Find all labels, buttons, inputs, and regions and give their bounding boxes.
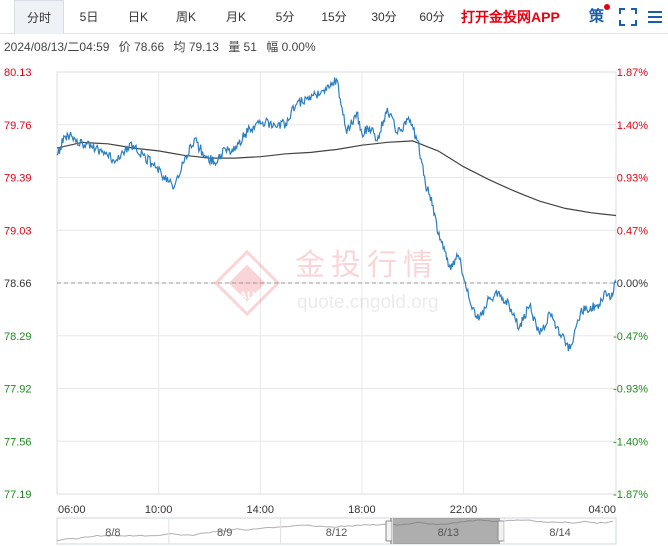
- navigator-sparkline: [56, 519, 614, 542]
- fullscreen-icon[interactable]: [618, 7, 638, 27]
- navigator-date-label: 8/12: [326, 527, 347, 539]
- price-line: [56, 77, 617, 352]
- navigator-date-label: 8/14: [549, 527, 570, 539]
- watermark: AU 金投行情 quote.cngold.org: [213, 248, 439, 317]
- navigator-window[interactable]: [390, 518, 500, 544]
- y-axis-left: 80.13 79.76 79.39 79.03 78.66 78.29 77.92 77.56…: [4, 67, 32, 501]
- watermark-brand: 金投行情: [295, 248, 439, 283]
- notification-dot: [604, 4, 610, 10]
- navigator-date-label: 8/8: [105, 527, 120, 539]
- tab-daily-k[interactable]: 日K: [127, 10, 148, 24]
- watermark-logo-frame: [213, 249, 281, 317]
- tab-5min[interactable]: 5分: [275, 10, 295, 24]
- navigator-date-label: 8/9: [217, 527, 232, 539]
- y-tick-label-left: 80.13: [4, 67, 32, 79]
- info-price: 价 78.66: [118, 40, 165, 54]
- y-tick-label-left: 78.66: [4, 278, 32, 290]
- tab-5day[interactable]: 5日: [79, 10, 99, 24]
- tab-30min[interactable]: 30分: [371, 10, 397, 24]
- y-tick-label-right: -1.40%: [613, 436, 648, 448]
- tab-weekly-k[interactable]: 周K: [175, 10, 196, 24]
- info-datetime: 2024/08/13/二04:59: [4, 40, 110, 54]
- x-tick-label: 06:00: [58, 504, 86, 516]
- chart-grid: [56, 71, 617, 495]
- average-price-line: [56, 140, 617, 217]
- navigator-frame: [56, 517, 617, 545]
- x-tick-label: 04:00: [588, 504, 616, 516]
- x-tick-label: 22:00: [450, 504, 478, 516]
- tab-intraday[interactable]: 分时: [14, 0, 64, 34]
- navigator-date-label: 8/13: [438, 527, 459, 539]
- info-volume: 量 51: [228, 40, 257, 54]
- tab-60min[interactable]: 60分: [419, 10, 445, 24]
- x-tick-label: 14:00: [247, 504, 275, 516]
- open-app-link[interactable]: 打开金投网APP: [461, 9, 560, 25]
- navigator-right-handle[interactable]: [497, 520, 505, 542]
- watermark-site: quote.cngold.org: [297, 292, 439, 313]
- y-axis-right: 1.87% 1.40% 0.93% 0.47% 0.00% -0.47% -0.93% -1.…: [613, 67, 648, 501]
- y-tick-label-left: 79.39: [4, 173, 32, 185]
- y-tick-label-right: 0.00%: [617, 278, 648, 290]
- menu-icon[interactable]: [647, 9, 663, 25]
- x-tick-label: 18:00: [348, 504, 376, 516]
- period-tab-bar: 分时 5日 日K 周K 月K 5分 15分 30分 60分 打开金投网APP 策: [0, 0, 668, 34]
- navigator-left-handle[interactable]: [385, 520, 393, 542]
- info-average: 均 79.13: [173, 40, 219, 54]
- y-tick-label-right: -0.47%: [613, 331, 648, 343]
- y-tick-label-right: 0.47%: [617, 225, 648, 237]
- y-tick-label-right: 1.87%: [617, 67, 648, 79]
- y-tick-label-right: 0.93%: [617, 173, 648, 185]
- y-tick-label-right: -1.87%: [613, 489, 648, 501]
- y-tick-label-left: 78.29: [4, 331, 32, 343]
- y-tick-label-left: 79.76: [4, 120, 32, 132]
- info-change: 幅 0.00%: [266, 40, 316, 54]
- y-tick-label-right: 1.40%: [617, 120, 648, 132]
- x-tick-label: 10:00: [145, 504, 173, 516]
- y-tick-label-left: 77.19: [4, 489, 32, 501]
- y-tick-label-left: 77.56: [4, 436, 32, 448]
- time-navigator: 8/8 8/9 8/12 8/13 8/14: [56, 517, 617, 545]
- watermark-badge: AU: [239, 290, 255, 302]
- x-axis: 06:00 10:00 14:00 18:00 22:00 04:00: [58, 504, 616, 516]
- tab-15min[interactable]: 15分: [321, 10, 347, 24]
- tab-monthly-k[interactable]: 月K: [225, 10, 246, 24]
- quote-info-bar: 2024/08/13/二04:59 价 78.66 均 79.13 量 51 幅…: [4, 38, 322, 54]
- y-tick-label-left: 77.92: [4, 384, 32, 396]
- y-tick-label-left: 79.03: [4, 225, 32, 237]
- y-tick-label-right: -0.93%: [613, 384, 648, 396]
- strategy-button[interactable]: 策: [589, 8, 605, 25]
